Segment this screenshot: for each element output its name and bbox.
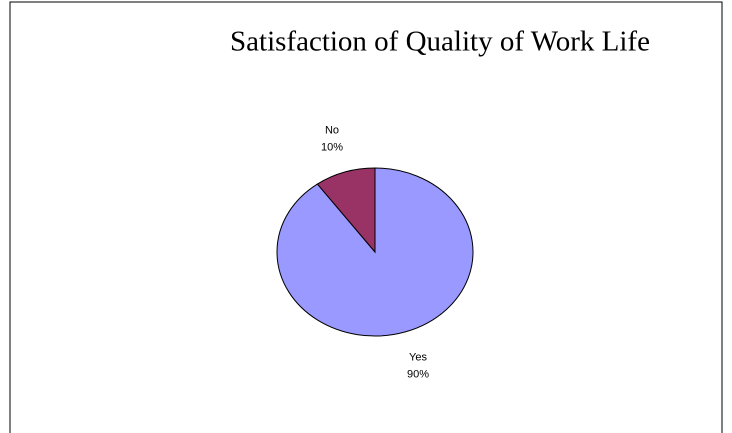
slice-name: No	[325, 124, 339, 136]
chart-title: Satisfaction of Quality of Work Life	[230, 26, 650, 58]
slice-value-label: 10%	[321, 141, 343, 153]
slice-name: Yes	[409, 351, 427, 363]
chart-border	[9, 1, 723, 433]
slice-value-label: 90%	[407, 368, 429, 380]
pie-slice	[316, 167, 376, 254]
